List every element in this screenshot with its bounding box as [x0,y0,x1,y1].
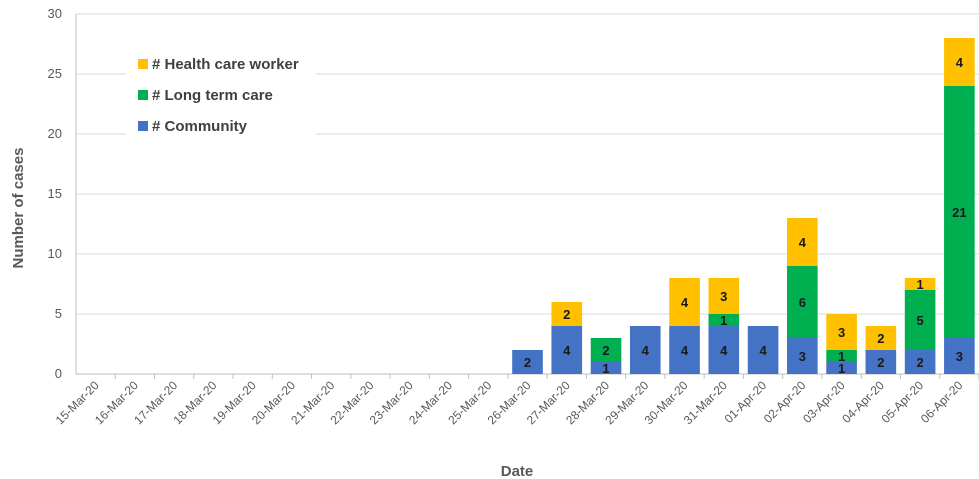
bar-segment [826,362,857,374]
bar-segment [865,326,897,350]
bar-segment [590,362,622,374]
x-axis-title: Date [501,463,534,479]
y-tick-label: 10 [48,246,62,261]
legend-label: # Long term care [152,87,273,104]
data-label: 2 [877,355,884,370]
bar-segment [708,278,740,314]
bar-segment [826,314,857,350]
data-label: 6 [799,295,806,310]
bar-segment [787,338,818,374]
data-label: 3 [720,289,727,304]
bar-segment [944,38,975,86]
data-label: 5 [916,313,923,328]
bar-segment [944,86,975,338]
legend-swatch [138,90,148,100]
data-label: 1 [838,349,845,364]
bar-segment [904,350,936,374]
data-label: 4 [759,343,767,358]
legend: # Health care worker # Long term care # Co… [126,46,316,140]
bar-segment [669,326,700,374]
y-tick-label: 30 [48,6,62,21]
bar-segment [551,302,583,326]
bar-segment [904,290,936,350]
data-label: 4 [681,343,689,358]
legend-swatch [138,121,148,131]
data-label: 1 [838,361,845,376]
y-tick-label: 20 [48,126,62,141]
bar-segment [826,350,857,362]
data-label: 3 [838,325,845,340]
x-tick-label: 31-Mar-20 [681,378,730,427]
data-label: 2 [602,343,609,358]
legend-label: # Community [152,118,248,135]
y-tick-label: 25 [48,66,62,81]
data-label: 1 [916,277,923,292]
data-label: 2 [916,355,923,370]
bar-segment [904,278,936,290]
x-tick-label: 06-Apr-20 [918,378,966,426]
data-label: 4 [799,235,807,250]
data-label: 3 [799,349,806,364]
bar-segment [787,266,818,338]
legend-label: # Health care worker [152,56,299,73]
y-tick-label: 5 [55,306,62,321]
bar-segment [787,218,818,266]
data-label: 2 [877,331,884,346]
bar-segment [629,326,661,374]
legend-background [126,46,316,140]
bar-segment [590,338,622,362]
data-label: 4 [956,55,964,70]
legend-swatch [138,59,148,69]
bar-segment [708,326,740,374]
data-label: 4 [563,343,571,358]
bar-segment [865,350,897,374]
y-axis-title: Number of cases [10,148,27,269]
bar-segment [669,278,700,326]
data-label: 2 [563,307,570,322]
data-label: 1 [602,361,609,376]
bar-segment [551,326,583,374]
data-label: 2 [524,355,531,370]
data-label: 4 [720,343,728,358]
bars [512,38,975,374]
bar-segment [944,338,975,374]
bar-segment [708,314,740,326]
y-tick-label: 15 [48,186,62,201]
data-label: 4 [642,343,650,358]
y-tick-label: 0 [55,366,62,381]
data-label: 4 [681,295,689,310]
bar-segment [747,326,779,374]
data-label: 1 [720,313,727,328]
data-label: 3 [956,349,963,364]
bar-segment [512,350,543,374]
data-label: 21 [952,205,966,220]
